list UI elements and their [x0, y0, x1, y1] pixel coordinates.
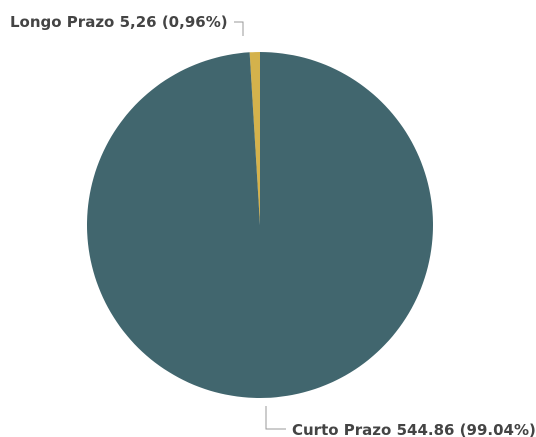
pie — [86, 52, 433, 398]
value-label: 544.86 (99.04%) — [397, 421, 536, 437]
slice-label: Curto Prazo 544.86 (99.04%) — [292, 421, 536, 437]
pie-slice — [249, 52, 260, 225]
leader-line — [265, 406, 286, 430]
slice-label: Longo Prazo 5,26 (0,96%) — [10, 13, 228, 31]
leader-line — [234, 21, 244, 36]
pie-slice — [86, 52, 433, 398]
category-label: Longo Prazo — [10, 13, 114, 31]
category-label: Curto Prazo — [292, 421, 391, 437]
value-label: 5,26 (0,96%) — [120, 13, 228, 31]
